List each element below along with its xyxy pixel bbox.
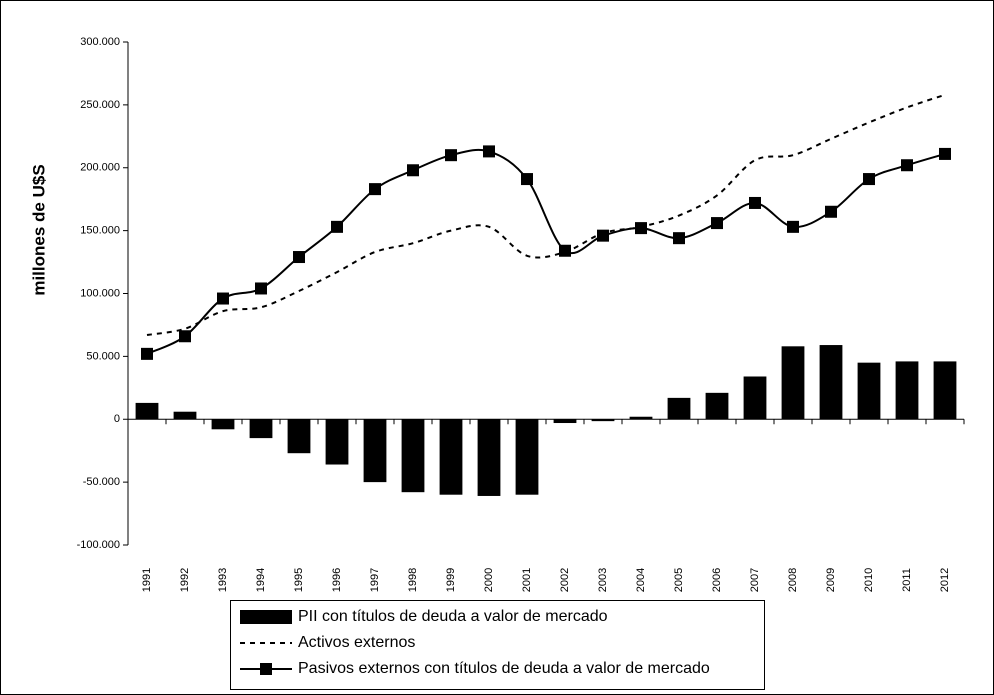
x-tick-label: 2010 — [863, 568, 875, 592]
y-tick-label: 250.000 — [80, 99, 120, 111]
x-tick-label: 2003 — [597, 568, 609, 592]
marker — [331, 220, 343, 233]
legend-label: Pasivos externos con títulos de deuda a … — [298, 660, 710, 677]
marker — [787, 220, 799, 233]
marker — [863, 173, 875, 186]
bar — [249, 419, 273, 439]
x-tick-label: 1998 — [407, 568, 419, 592]
marker — [901, 159, 913, 172]
marker — [217, 292, 229, 305]
bar — [287, 419, 311, 454]
x-tick-label: 2002 — [559, 568, 571, 592]
x-tick-label: 2009 — [825, 568, 837, 592]
y-tick-label: 150.000 — [80, 225, 120, 237]
bar — [439, 419, 463, 495]
marker — [711, 217, 723, 230]
bar — [743, 376, 767, 420]
x-tick-label: 2008 — [787, 568, 799, 592]
y-tick-label: 50.000 — [86, 350, 120, 362]
legend-label: Activos externos — [298, 634, 415, 651]
marker — [445, 149, 457, 162]
x-tick-label: 1995 — [293, 568, 305, 592]
x-tick-label: 1996 — [331, 568, 343, 592]
marker — [179, 330, 191, 343]
bar — [477, 419, 501, 496]
marker — [521, 173, 533, 186]
x-tick-label: 1997 — [369, 568, 381, 592]
bar — [857, 362, 881, 420]
marker — [407, 164, 419, 177]
x-tick-label: 2011 — [901, 568, 913, 592]
y-tick-label: 300.000 — [80, 36, 120, 48]
y-axis-label: millones de U$S — [29, 164, 48, 295]
bar — [135, 402, 159, 420]
y-tick-label: -50.000 — [83, 476, 120, 488]
x-tick-label: 2005 — [673, 568, 685, 592]
marker — [749, 196, 761, 209]
x-tick-label: 2000 — [483, 568, 495, 592]
marker — [141, 347, 153, 360]
x-tick-label: 2006 — [711, 568, 723, 592]
x-tick-label: 1999 — [445, 568, 457, 592]
y-tick-label: 100.000 — [80, 287, 120, 299]
bar — [895, 361, 919, 420]
x-tick-label: 1993 — [217, 568, 229, 592]
bar — [553, 419, 577, 424]
legend-box — [230, 600, 765, 690]
legend-label: PII con títulos de deuda a valor de merc… — [298, 608, 608, 625]
marker — [255, 282, 267, 295]
marker — [825, 205, 837, 218]
legend-marker — [260, 663, 272, 675]
bar — [211, 419, 235, 430]
y-tick-label: -100.000 — [77, 539, 120, 551]
x-tick-label: 2004 — [635, 568, 647, 592]
marker — [635, 222, 647, 235]
x-tick-label: 1992 — [179, 568, 191, 592]
legend-swatch — [240, 610, 292, 624]
bar — [173, 411, 197, 420]
marker — [939, 147, 951, 160]
marker — [293, 251, 305, 264]
bar — [933, 361, 957, 420]
bar — [705, 392, 729, 420]
x-tick-label: 1994 — [255, 568, 267, 592]
bar — [781, 346, 805, 420]
bar — [629, 416, 653, 420]
bar — [325, 419, 349, 465]
bar — [363, 419, 387, 483]
bar — [515, 419, 539, 495]
bar — [667, 397, 691, 420]
x-tick-label: 2012 — [939, 568, 951, 592]
line — [146, 93, 946, 336]
line — [146, 148, 946, 355]
x-tick-label: 2007 — [749, 568, 761, 592]
bar — [591, 419, 615, 422]
marker — [673, 232, 685, 245]
x-tick-label: 1991 — [141, 568, 153, 592]
marker — [597, 229, 609, 242]
bar — [401, 419, 425, 493]
bar — [819, 345, 843, 420]
marker — [559, 244, 571, 257]
y-tick-label: 200.000 — [80, 162, 120, 174]
y-tick-label: 0 — [114, 413, 120, 425]
marker — [369, 183, 381, 196]
x-tick-label: 2001 — [521, 568, 533, 592]
marker — [483, 145, 495, 158]
